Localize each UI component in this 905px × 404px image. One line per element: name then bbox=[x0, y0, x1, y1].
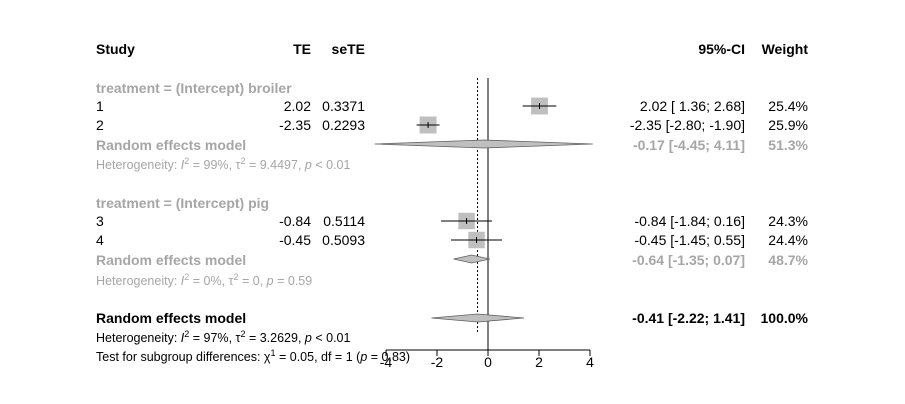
overall-label: Random effects model bbox=[96, 310, 246, 326]
study-weight: 24.4% bbox=[768, 232, 808, 248]
header-weight: Weight bbox=[762, 41, 809, 57]
study-ci: -2.35 [-2.80; -1.90] bbox=[630, 117, 745, 133]
overall-ci: -0.41 [-2.22; 1.41] bbox=[632, 310, 745, 326]
header-te: TE bbox=[293, 41, 311, 57]
study-te: 2.02 bbox=[284, 98, 311, 114]
study-name: 1 bbox=[96, 98, 104, 114]
study-sete: 0.2293 bbox=[322, 117, 365, 133]
study-name: 3 bbox=[96, 213, 104, 229]
study-sete: 0.5093 bbox=[322, 232, 365, 248]
header-ci: 95%-CI bbox=[698, 41, 745, 57]
study-te: -0.45 bbox=[279, 232, 311, 248]
study-weight: 25.4% bbox=[768, 98, 808, 114]
study-ci: -0.45 [-1.45; 0.55] bbox=[634, 232, 745, 248]
overall-weight: 100.0% bbox=[761, 310, 809, 326]
plot-marks: -4 -2 0 2 4 bbox=[374, 78, 594, 370]
study-weight: 24.3% bbox=[768, 213, 808, 229]
study-weight: 25.9% bbox=[768, 117, 808, 133]
pooled-diamond bbox=[453, 254, 490, 264]
header-study: Study bbox=[96, 41, 135, 57]
study-ci: -0.84 [-1.84; 0.16] bbox=[634, 213, 745, 229]
pooled-diamond bbox=[374, 139, 593, 149]
heterogeneity-pig: Heterogeneity: I2 = 0%, τ2 = 0, p = 0.59 bbox=[96, 272, 312, 288]
x-tick-label: 4 bbox=[586, 354, 594, 370]
study-te: -2.35 bbox=[279, 117, 311, 133]
study-name: 2 bbox=[96, 117, 104, 133]
overall-diamond bbox=[431, 313, 524, 323]
pooled-weight: 51.3% bbox=[768, 137, 808, 153]
pooled-label: Random effects model bbox=[96, 252, 246, 268]
x-tick-label: -4 bbox=[380, 354, 393, 370]
header-sete: seTE bbox=[332, 41, 365, 57]
x-tick-label: 2 bbox=[535, 354, 543, 370]
study-te: -0.84 bbox=[279, 213, 311, 229]
study-sete: 0.3371 bbox=[322, 98, 365, 114]
x-tick-label: 0 bbox=[484, 354, 492, 370]
group-label-broiler: treatment = (Intercept) broiler bbox=[96, 80, 292, 96]
pooled-ci: -0.64 [-1.35; 0.07] bbox=[632, 252, 745, 268]
study-sete: 0.5114 bbox=[323, 213, 365, 229]
pooled-label: Random effects model bbox=[96, 137, 246, 153]
pooled-weight: 48.7% bbox=[768, 252, 808, 268]
pooled-ci: -0.17 [-4.45; 4.11] bbox=[633, 137, 745, 153]
subgroup-test: Test for subgroup differences: χ1 = 0.05… bbox=[96, 348, 410, 364]
group-label-pig: treatment = (Intercept) pig bbox=[96, 195, 269, 211]
study-ci: 2.02 [ 1.36; 2.68] bbox=[640, 98, 745, 114]
study-name: 4 bbox=[96, 232, 104, 248]
heterogeneity-overall: Heterogeneity: I2 = 97%, τ2 = 3.2629, p … bbox=[96, 329, 350, 345]
x-tick-label: -2 bbox=[431, 354, 444, 370]
heterogeneity-broiler: Heterogeneity: I2 = 99%, τ2 = 9.4497, p … bbox=[96, 156, 350, 172]
